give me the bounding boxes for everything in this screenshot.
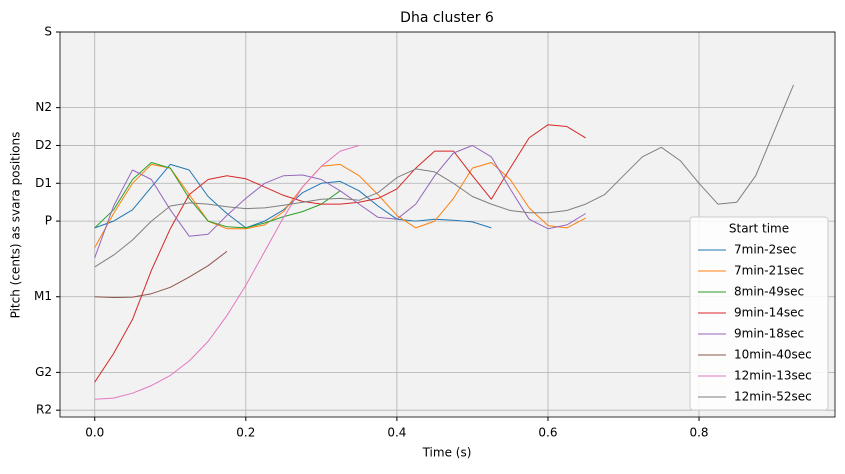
series-line xyxy=(94,162,586,248)
lines xyxy=(94,84,794,400)
y-tick-label: P xyxy=(45,214,52,228)
legend-box xyxy=(689,216,829,411)
y-tick-label: S xyxy=(44,25,52,39)
legend-label: 7min-2sec xyxy=(734,243,796,257)
y-tick-label: M1 xyxy=(34,289,52,303)
x-tick-label: 0.8 xyxy=(689,426,708,440)
legend-label: 12min-13sec xyxy=(734,369,812,383)
legend-title: Start time xyxy=(729,222,789,236)
series-line xyxy=(94,251,228,298)
x-tick-label: 0.2 xyxy=(236,426,255,440)
series-line xyxy=(94,84,794,268)
y-axis-label: Pitch (cents) as svara positions xyxy=(9,132,23,319)
series-line xyxy=(94,162,341,229)
legend: Start time 7min-2sec 7min-21sec 8min-49sec… xyxy=(689,216,829,411)
y-tick-label: R2 xyxy=(36,403,52,417)
series-line xyxy=(94,163,492,229)
legend-label: 12min-52sec xyxy=(734,390,812,404)
legend-label: 8min-49sec xyxy=(734,285,804,299)
y-tick-label: D2 xyxy=(35,138,52,152)
series-line xyxy=(94,145,360,400)
legend-label: 9min-18sec xyxy=(734,327,804,341)
y-tick-label: N2 xyxy=(35,100,52,114)
series-line xyxy=(94,145,586,258)
legend-label: 9min-14sec xyxy=(734,306,804,320)
chart-title: Dha cluster 6 xyxy=(400,10,494,26)
y-tick-label: G2 xyxy=(35,365,52,379)
plot-frame xyxy=(59,31,836,418)
x-tick-label: 0.4 xyxy=(387,426,406,440)
y-tick-label: D1 xyxy=(35,176,52,190)
legend-label: 10min-40sec xyxy=(734,348,812,362)
x-tick-label: 0.0 xyxy=(85,426,104,440)
legend-label: 7min-21sec xyxy=(734,264,804,278)
x-axis-label: Time (s) xyxy=(422,446,472,460)
x-tick-label: 0.6 xyxy=(538,426,557,440)
